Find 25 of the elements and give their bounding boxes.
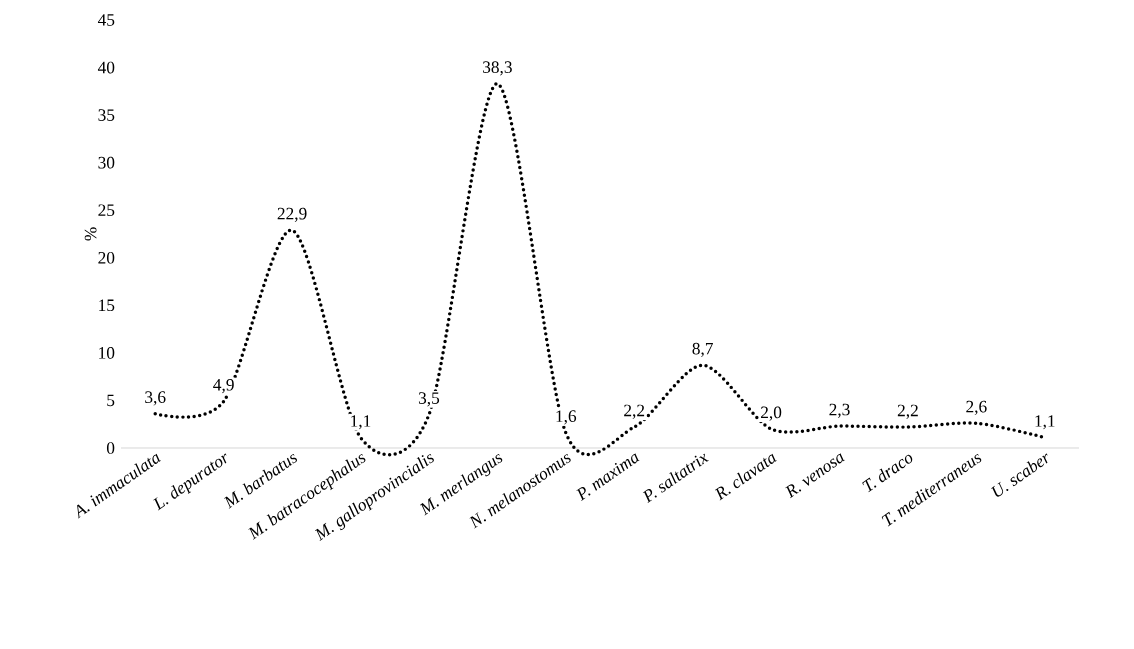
y-tick-label: 10: [99, 347, 115, 359]
data-label: 1,1: [1035, 415, 1055, 430]
y-tick-label: 45: [97, 14, 115, 26]
y-tick-label: 5: [107, 394, 115, 407]
data-label: 1,6: [556, 410, 577, 425]
y-tick-label: 30: [98, 156, 115, 169]
data-label: 38,3: [483, 61, 512, 76]
data-label: 2,2: [624, 404, 645, 419]
y-axis-title: %: [84, 227, 97, 241]
data-label: 22,9: [277, 207, 307, 222]
y-tick-label: 0: [106, 442, 115, 454]
y-tick-label: 25: [98, 204, 115, 217]
y-tick-label: 20: [98, 251, 115, 264]
data-label: 4,9: [213, 378, 234, 394]
data-label: 3,6: [145, 391, 166, 406]
y-tick-label: 35: [98, 109, 115, 121]
data-label: 8,7: [692, 342, 713, 357]
y-tick-label: 40: [97, 61, 115, 74]
data-label: 3,5: [418, 392, 440, 407]
data-label: 2,3: [829, 403, 850, 418]
data-label: 2,2: [897, 404, 918, 419]
data-label: 2,6: [966, 400, 987, 415]
data-label: 1,1: [351, 415, 371, 430]
data-label: 2,0: [761, 406, 782, 421]
y-tick-label: 15: [99, 299, 115, 312]
